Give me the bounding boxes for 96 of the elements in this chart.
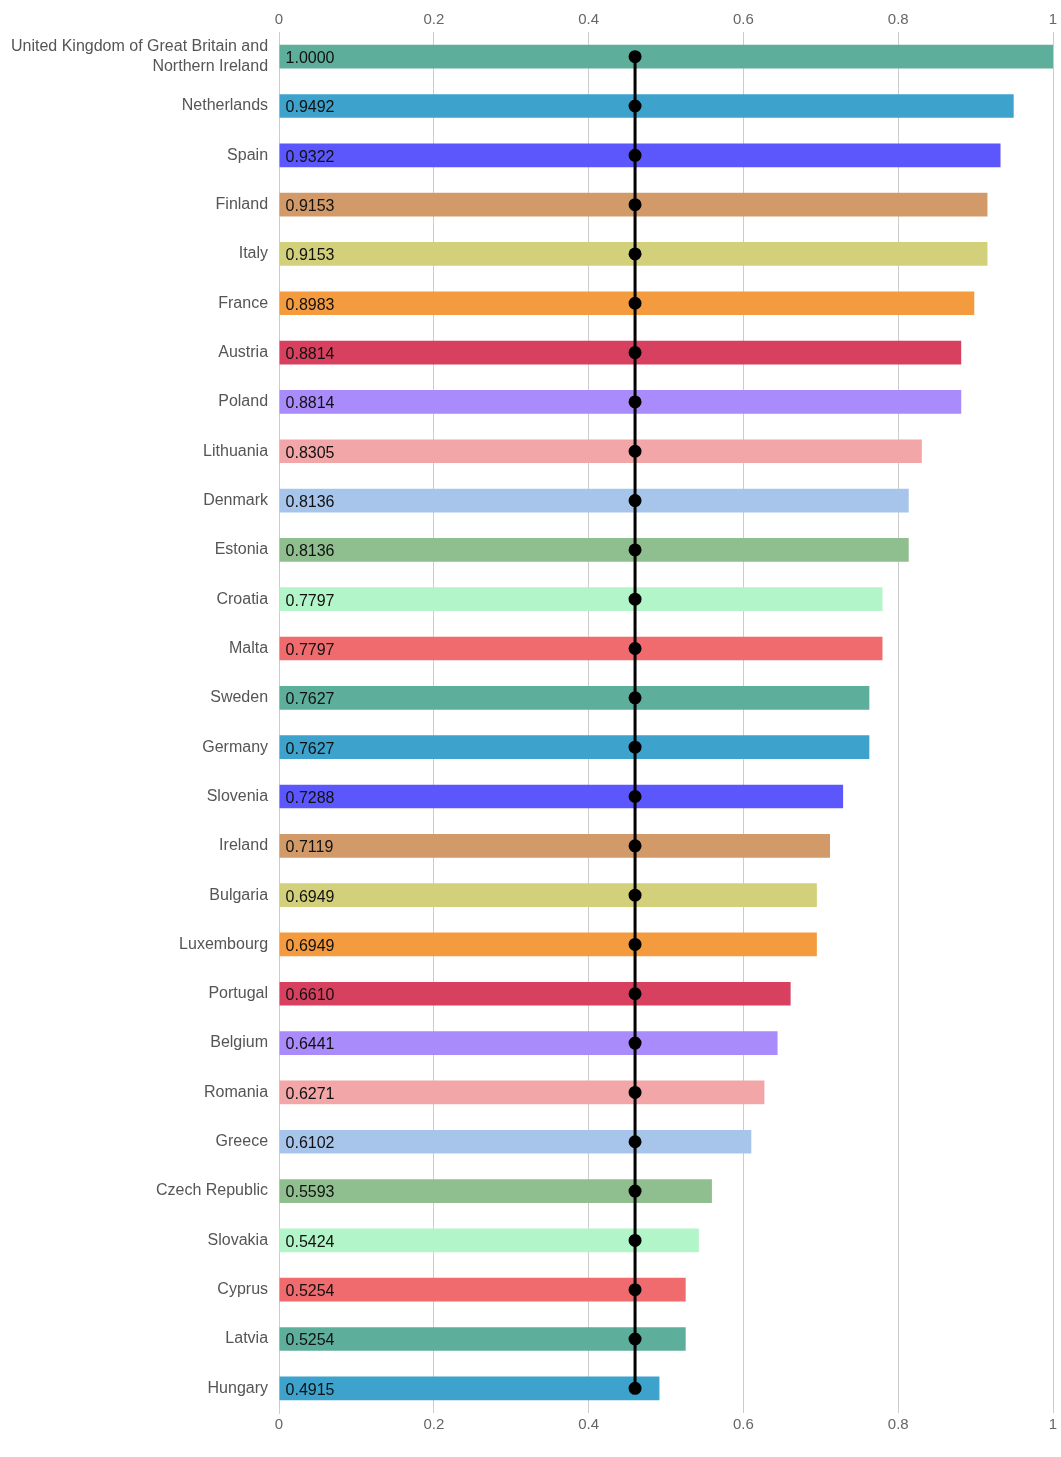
- bar: [279, 1277, 686, 1302]
- data-label: 0.7797: [285, 591, 335, 609]
- bar: [279, 833, 831, 858]
- bar: [279, 488, 909, 513]
- x2-tick-label: 0.2: [423, 10, 445, 28]
- data-label: 0.8136: [285, 492, 335, 510]
- bar: [279, 1031, 778, 1055]
- bar: [279, 390, 962, 414]
- bar: [279, 1376, 660, 1401]
- bar: [279, 1129, 752, 1154]
- x-tick-label: 0.4: [578, 1415, 600, 1433]
- bar: [279, 538, 909, 562]
- bar: [279, 1179, 712, 1203]
- bar: [279, 192, 988, 217]
- data-label: 0.9153: [285, 197, 335, 215]
- data-label: 0.7119: [285, 838, 334, 856]
- y-tick-label: France: [218, 293, 269, 311]
- y-tick-label: Czech Republic: [155, 1181, 269, 1199]
- y-tick-label: Denmark: [203, 490, 270, 508]
- data-label: 0.4915: [285, 1380, 335, 1398]
- y-tick-label: Portugal: [208, 984, 269, 1002]
- bar: [279, 94, 1014, 118]
- y-tick-label: Spain: [227, 145, 269, 163]
- y-tick-label: Sweden: [210, 688, 269, 706]
- y-tick-label: Romania: [204, 1082, 269, 1100]
- bar: [279, 981, 791, 1006]
- bar: [279, 1327, 686, 1351]
- bar: [279, 1228, 699, 1253]
- data-label: 0.9322: [285, 147, 335, 165]
- y-tick-label: Lithuania: [203, 441, 269, 459]
- data-label: 0.7288: [285, 788, 335, 806]
- y-tick-label: Netherlands: [181, 96, 269, 114]
- data-label: 0.6610: [285, 986, 335, 1004]
- y-tick-label: Poland: [218, 392, 269, 410]
- bar: [279, 686, 870, 710]
- data-label: 0.6271: [285, 1084, 335, 1102]
- bar: [279, 784, 844, 809]
- x2-tick-label: 0.4: [578, 10, 600, 28]
- y-tick-label: Germany: [202, 737, 269, 755]
- x-tick-label: 0: [274, 1415, 284, 1433]
- y-tick-label: Slovakia: [207, 1230, 269, 1248]
- y-tick-label: Belgium: [210, 1033, 269, 1051]
- y-tick-label: Bulgaria: [209, 885, 269, 903]
- data-label: 0.5254: [285, 1282, 335, 1300]
- bar: [279, 735, 870, 759]
- data-label: 0.9153: [285, 246, 335, 264]
- bar: [279, 242, 988, 266]
- data-label: 0.8814: [285, 394, 335, 412]
- bar: [279, 587, 883, 612]
- y-tick-label: Latvia: [225, 1329, 269, 1347]
- data-label: 0.5424: [285, 1232, 335, 1250]
- y-tick-label: Slovenia: [206, 786, 269, 804]
- x-tick-label: 0.2: [423, 1415, 445, 1433]
- y-tick-label: United Kingdom of Great Britain and Northern Ireland: [11, 37, 269, 74]
- bar: [279, 439, 922, 464]
- y-tick-label: Hungary: [207, 1378, 269, 1396]
- y-tick-label: Ireland: [219, 836, 269, 854]
- y-tick-label: Italy: [238, 244, 269, 262]
- bar: [279, 143, 1001, 168]
- data-label: 0.6102: [285, 1134, 335, 1152]
- x-tick-label: 0.6: [732, 1415, 754, 1433]
- x2-tick-label: 0: [274, 10, 284, 28]
- x2-tick-label: 1: [1048, 10, 1058, 28]
- bar: [279, 340, 962, 365]
- y-tick-label: Croatia: [216, 589, 269, 607]
- data-label: 0.7797: [285, 640, 335, 658]
- data-label: 0.8814: [285, 345, 335, 362]
- data-label: 0.6949: [285, 936, 335, 954]
- bar: [279, 636, 883, 661]
- data-label: 0.6441: [285, 1035, 335, 1053]
- y-tick-label: Greece: [215, 1132, 269, 1150]
- x-tick-label: 0.8: [887, 1415, 909, 1433]
- y-tick-label: Luxembourg: [179, 934, 269, 952]
- y-tick-label: Malta: [228, 638, 269, 656]
- data-label: 0.8305: [285, 443, 335, 461]
- data-label: 0.5254: [285, 1331, 335, 1349]
- bar: [279, 883, 817, 907]
- x-tick-label: 1: [1048, 1415, 1058, 1433]
- bar: [279, 1080, 765, 1105]
- data-label: 0.8136: [285, 542, 335, 560]
- bar: [279, 291, 975, 316]
- bar: [279, 44, 1053, 69]
- data-label: 0.7627: [285, 739, 335, 757]
- data-label: 0.7627: [285, 690, 335, 708]
- x2-tick-label: 0.8: [887, 10, 909, 28]
- bar: [279, 932, 817, 957]
- y-tick-label: Finland: [215, 195, 269, 213]
- y-tick-label: Cyprus: [217, 1280, 269, 1298]
- data-label: 0.6949: [285, 887, 335, 905]
- x2-tick-label: 0.6: [732, 10, 754, 28]
- data-label: 0.8983: [285, 295, 335, 313]
- y-tick-label: Estonia: [214, 540, 269, 558]
- data-label: 0.5593: [285, 1183, 335, 1201]
- y-tick-label: Austria: [218, 343, 269, 360]
- data-label: 1.0000: [285, 49, 335, 67]
- data-label: 0.9492: [285, 98, 335, 116]
